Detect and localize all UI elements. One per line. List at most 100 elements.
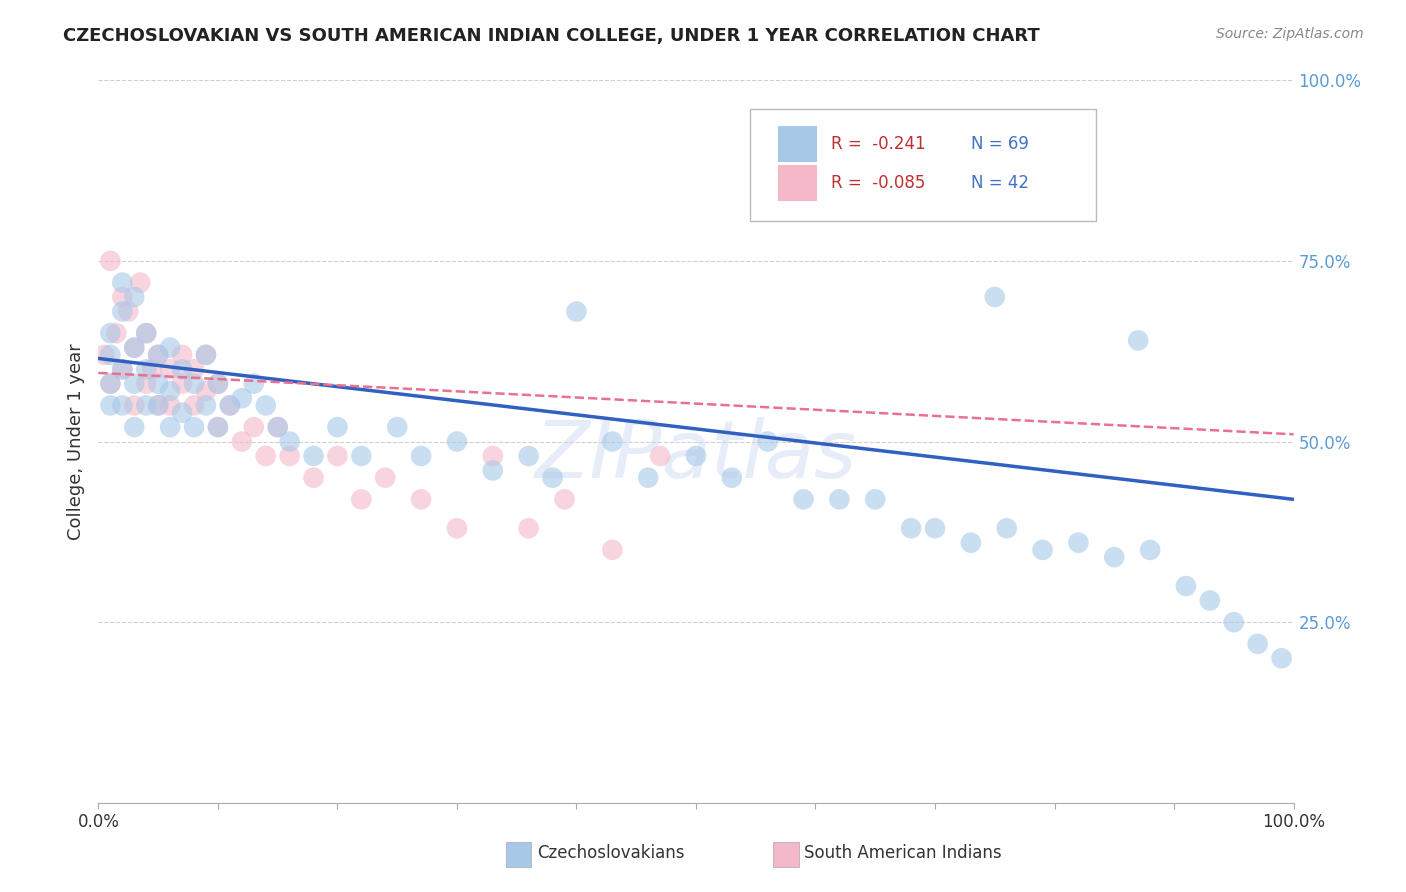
Point	[1067, 535, 1090, 549]
Point	[195, 348, 218, 362]
Point	[267, 420, 290, 434]
Point	[1139, 542, 1161, 557]
Point	[148, 348, 170, 362]
Point	[141, 362, 163, 376]
FancyBboxPatch shape	[749, 109, 1097, 221]
Point	[183, 420, 205, 434]
Point	[721, 470, 744, 484]
Point	[1128, 334, 1150, 348]
Point	[98, 376, 122, 391]
Point	[865, 492, 887, 507]
Point	[685, 449, 707, 463]
Text: R =  -0.085: R = -0.085	[831, 174, 925, 192]
Point	[446, 521, 468, 535]
Text: N = 69: N = 69	[972, 135, 1029, 153]
Point	[195, 348, 218, 362]
Point	[159, 420, 181, 434]
Point	[124, 341, 146, 355]
Point	[302, 449, 325, 463]
Point	[172, 406, 194, 420]
Point	[374, 470, 396, 484]
Point	[602, 542, 624, 557]
Point	[183, 398, 205, 412]
Point	[172, 362, 194, 376]
Point	[124, 376, 146, 391]
Point	[207, 420, 229, 434]
Point	[231, 434, 253, 449]
Point	[207, 420, 229, 434]
Point	[111, 398, 134, 412]
Text: CZECHOSLOVAKIAN VS SOUTH AMERICAN INDIAN COLLEGE, UNDER 1 YEAR CORRELATION CHART: CZECHOSLOVAKIAN VS SOUTH AMERICAN INDIAN…	[63, 27, 1040, 45]
Point	[517, 449, 540, 463]
Point	[117, 304, 139, 318]
Point	[637, 470, 659, 484]
Point	[98, 398, 122, 412]
Point	[183, 362, 205, 376]
Bar	[779, 165, 817, 201]
Point	[793, 492, 815, 507]
Point	[278, 434, 301, 449]
Text: N = 42: N = 42	[972, 174, 1029, 192]
Point	[385, 420, 409, 434]
Point	[207, 376, 229, 391]
Point	[243, 420, 266, 434]
Point	[219, 398, 242, 412]
Point	[231, 391, 253, 405]
Point	[960, 535, 983, 549]
Point	[554, 492, 576, 507]
Point	[267, 420, 290, 434]
Point	[602, 434, 624, 449]
Point	[350, 492, 373, 507]
Point	[207, 376, 229, 391]
Point	[159, 398, 181, 412]
Point	[159, 384, 181, 398]
Point	[195, 398, 218, 412]
Point	[828, 492, 851, 507]
Point	[135, 326, 157, 340]
Point	[243, 376, 266, 391]
Point	[326, 449, 349, 463]
Point	[254, 398, 277, 412]
Point	[446, 434, 468, 449]
Point	[254, 449, 277, 463]
Point	[219, 398, 242, 412]
Point	[148, 348, 170, 362]
Point	[1247, 637, 1270, 651]
Point	[98, 348, 122, 362]
Point	[111, 304, 134, 318]
Point	[183, 376, 205, 391]
Point	[159, 341, 181, 355]
Point	[302, 470, 325, 484]
Point	[195, 384, 218, 398]
Point	[326, 420, 349, 434]
Point	[124, 420, 146, 434]
Point	[124, 398, 146, 412]
Point	[481, 463, 505, 477]
Point	[756, 434, 779, 449]
Point	[98, 376, 122, 391]
Text: South American Indians: South American Indians	[804, 844, 1002, 862]
Point	[924, 521, 946, 535]
Point	[350, 449, 373, 463]
Point	[98, 253, 122, 268]
Point	[1032, 542, 1054, 557]
Point	[111, 362, 134, 376]
Point	[541, 470, 564, 484]
Point	[148, 376, 170, 391]
Point	[1104, 550, 1126, 565]
Point	[159, 362, 181, 376]
Point	[1175, 579, 1198, 593]
Point	[148, 398, 170, 412]
Point	[565, 304, 588, 318]
Point	[517, 521, 540, 535]
Point	[124, 290, 146, 304]
Text: R =  -0.241: R = -0.241	[831, 135, 925, 153]
Point	[111, 362, 134, 376]
Point	[98, 326, 122, 340]
Point	[1223, 615, 1246, 630]
Point	[135, 376, 157, 391]
Point	[1271, 651, 1294, 665]
Point	[1199, 593, 1222, 607]
Point	[172, 376, 194, 391]
Point	[135, 326, 157, 340]
